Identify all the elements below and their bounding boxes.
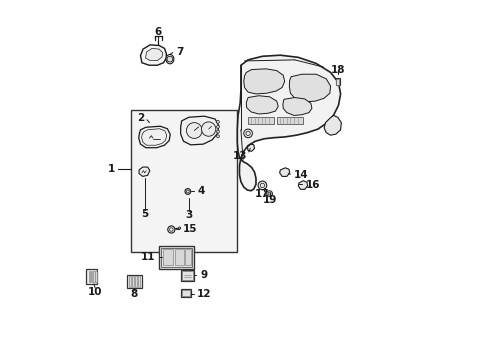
Bar (180, 270, 194, 281)
Polygon shape (140, 45, 166, 65)
Text: 16: 16 (305, 180, 319, 190)
Polygon shape (279, 168, 289, 176)
Polygon shape (139, 126, 170, 148)
Text: 3: 3 (185, 210, 192, 220)
Bar (163, 249, 173, 265)
Bar (86, 269, 97, 284)
Bar (247, 117, 273, 125)
Bar (276, 117, 302, 125)
Text: 7: 7 (176, 47, 183, 57)
Bar (137, 276, 140, 287)
Bar (159, 246, 194, 269)
Polygon shape (289, 74, 330, 102)
Text: 1: 1 (107, 164, 115, 174)
Polygon shape (324, 116, 341, 135)
Polygon shape (180, 116, 218, 145)
Circle shape (244, 129, 252, 138)
Text: 2: 2 (137, 113, 144, 123)
Bar (184, 249, 191, 265)
Bar (335, 78, 339, 85)
Polygon shape (237, 55, 340, 191)
Circle shape (186, 123, 202, 138)
Circle shape (216, 126, 219, 129)
Polygon shape (139, 167, 149, 176)
Polygon shape (298, 181, 307, 189)
Text: 5: 5 (141, 210, 148, 220)
Text: 8: 8 (130, 289, 138, 299)
Circle shape (201, 122, 215, 136)
Text: 15: 15 (183, 224, 197, 234)
Bar (132, 276, 134, 287)
Bar (126, 275, 142, 288)
Circle shape (167, 56, 172, 62)
Circle shape (167, 226, 175, 233)
Circle shape (258, 181, 266, 190)
Bar (161, 248, 192, 267)
Circle shape (216, 130, 219, 133)
Bar (182, 271, 192, 280)
Bar (182, 291, 190, 296)
Bar (131, 110, 236, 252)
Bar (129, 276, 131, 287)
Text: 17: 17 (254, 189, 268, 199)
Bar (175, 249, 183, 265)
Polygon shape (145, 48, 163, 60)
Ellipse shape (165, 54, 174, 64)
Polygon shape (282, 98, 311, 116)
Text: 11: 11 (141, 252, 155, 262)
Text: 9: 9 (200, 270, 207, 280)
Polygon shape (244, 69, 284, 94)
Text: 12: 12 (197, 289, 211, 299)
Bar (135, 276, 137, 287)
Circle shape (184, 189, 190, 194)
Text: 14: 14 (293, 170, 308, 180)
Bar (95, 271, 97, 282)
Bar (93, 271, 94, 282)
Bar (180, 289, 191, 297)
Text: 6: 6 (155, 27, 162, 37)
Polygon shape (247, 144, 254, 151)
Polygon shape (246, 96, 278, 114)
Bar (88, 271, 90, 282)
Text: 10: 10 (87, 287, 102, 297)
Bar (336, 79, 339, 85)
Circle shape (216, 121, 219, 123)
Circle shape (178, 227, 180, 229)
Text: 13: 13 (232, 150, 247, 161)
Circle shape (216, 135, 219, 138)
Text: 19: 19 (263, 195, 277, 205)
Text: 18: 18 (330, 64, 344, 75)
Bar (90, 271, 92, 282)
Circle shape (266, 191, 272, 197)
Text: 4: 4 (197, 186, 204, 197)
